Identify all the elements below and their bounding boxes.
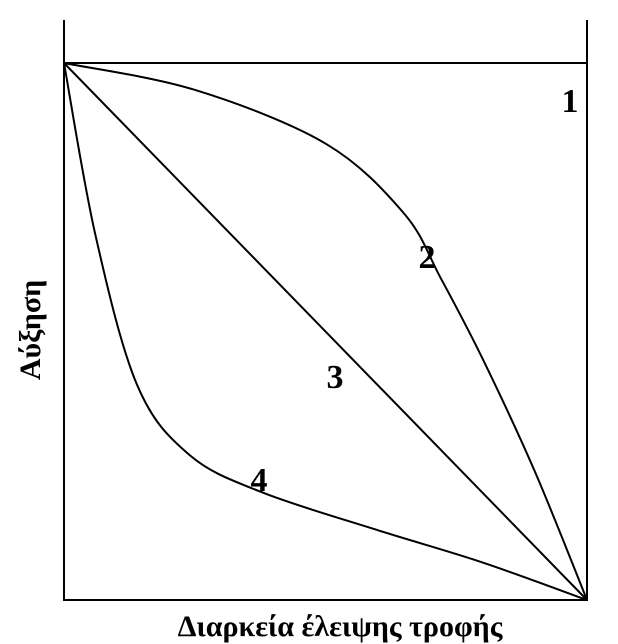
axes-frame: [63, 20, 588, 601]
plot-frame: [63, 20, 588, 601]
series-label-4: 4: [251, 462, 268, 499]
series-labels: 1 2 3 4: [251, 83, 579, 499]
x-axis-label: Διαρκεία έλειψης τροφής: [178, 610, 503, 643]
series-line-2: [63, 62, 588, 601]
series-line-3: [63, 62, 588, 601]
series-label-2: 2: [419, 239, 436, 276]
series-label-1: 1: [562, 83, 579, 120]
series-line-4: [63, 62, 588, 601]
series-lines: [63, 62, 588, 601]
y-axis-label: Αύξηση: [14, 280, 47, 380]
series-label-3: 3: [327, 359, 344, 396]
